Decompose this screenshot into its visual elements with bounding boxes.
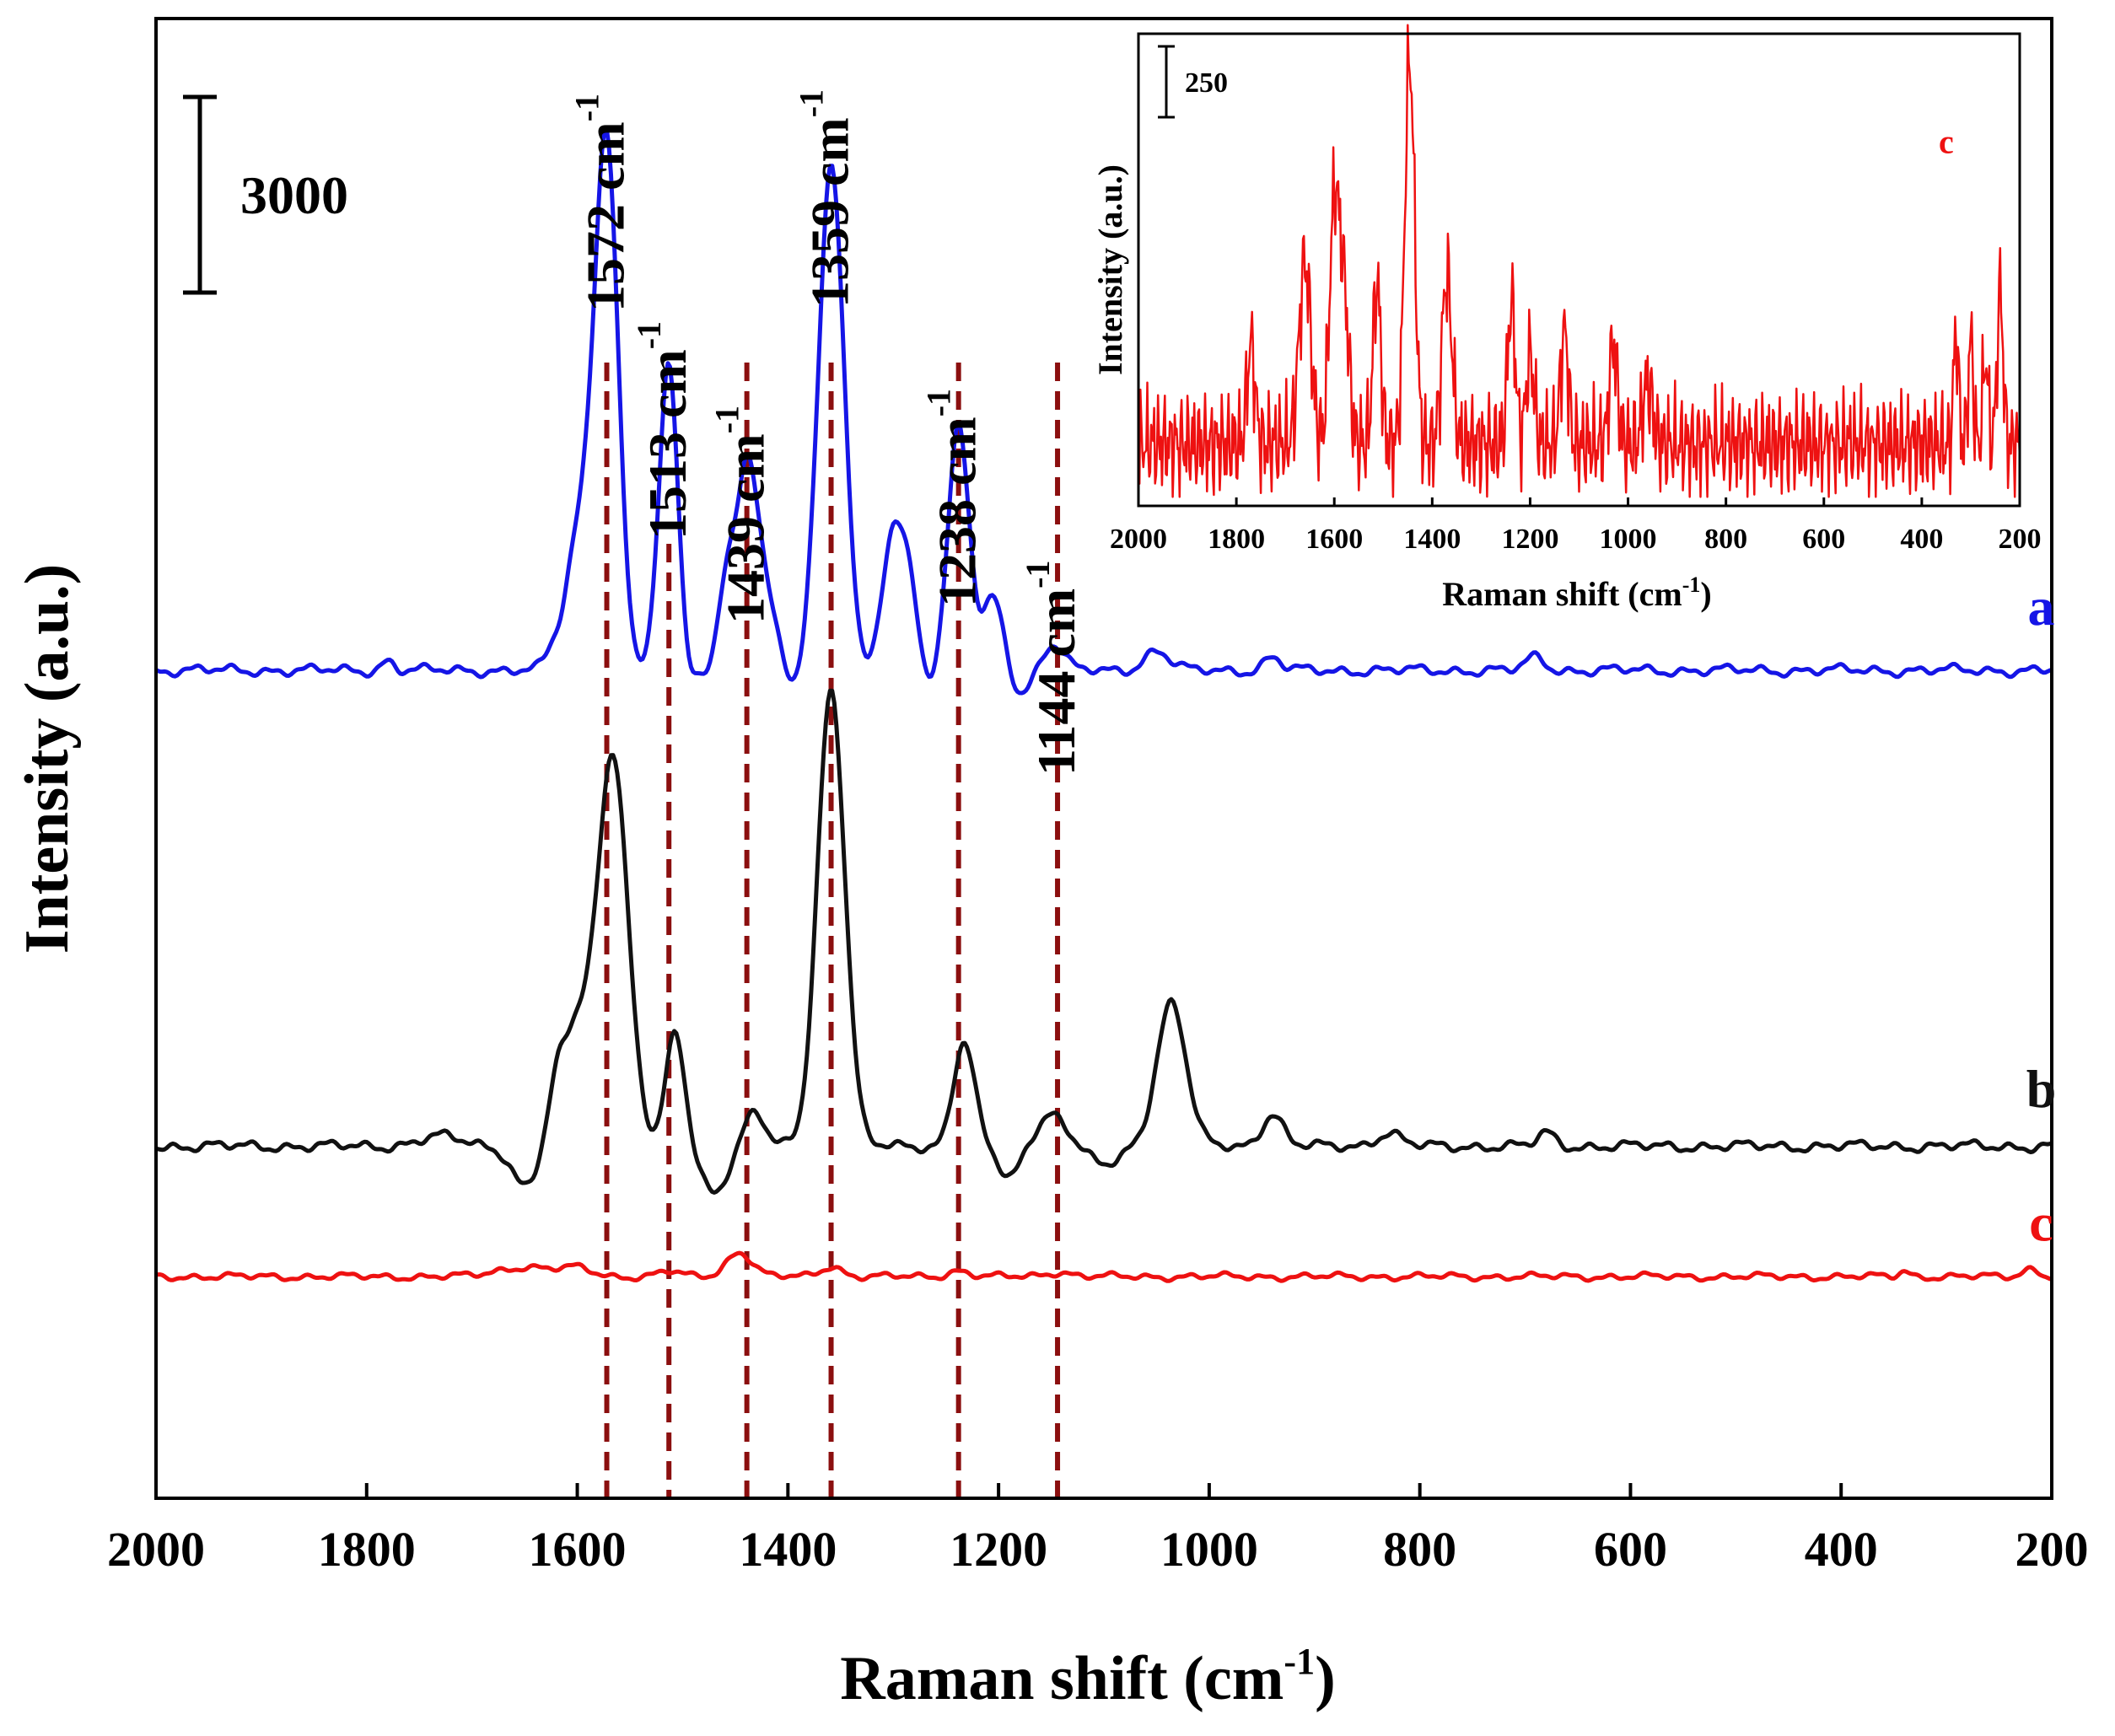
series-c-label: c <box>2029 1193 2053 1253</box>
inset-x-tick-label-1800: 1800 <box>1208 524 1265 555</box>
inset-x-tick-label-1200: 1200 <box>1501 524 1558 555</box>
peak-label-1439: 1439 cm-1 <box>708 406 776 624</box>
inset-x-tick-label-600: 600 <box>1802 524 1845 555</box>
inset-series-group <box>1137 24 2021 498</box>
series-b-label: b <box>2026 1059 2057 1119</box>
x-tick-label-1600: 1600 <box>529 1522 627 1577</box>
peak-label-1513: 1513 cm-1 <box>630 321 697 540</box>
inset-x-tick-label-200: 200 <box>1999 524 2042 555</box>
inset-x-ticks: 2000 1800 1600 1400 1200 1000 800 600 400 200 <box>1110 497 2042 555</box>
series-a-line <box>154 127 2053 696</box>
main-scale-bar: 3000 <box>183 94 348 295</box>
inset-x-axis-title: Raman shift (cm-1) <box>1442 572 1711 613</box>
inset-x-tick-label-1400: 1400 <box>1403 524 1461 555</box>
inset-y-axis-title: Intensity (a.u.) <box>1091 164 1129 375</box>
inset-x-tick-label-2000: 2000 <box>1110 524 1167 555</box>
series-c-line <box>155 1250 2053 1283</box>
x-tick-label-1400: 1400 <box>739 1522 837 1577</box>
x-tick-label-1200: 1200 <box>950 1522 1047 1577</box>
x-tick-label-2000: 2000 <box>107 1522 205 1577</box>
x-tick-label-1000: 1000 <box>1160 1522 1258 1577</box>
main-x-axis-title: Raman shift (cm-1) <box>840 1641 1335 1713</box>
inset-x-tick-label-1600: 1600 <box>1305 524 1363 555</box>
main-series-group <box>154 127 2053 1283</box>
inset-plot: 2000 1800 1600 1400 1200 1000 800 600 400 200 c 2… <box>1091 24 2042 613</box>
x-tick-label-400: 400 <box>1805 1522 1878 1577</box>
inset-x-tick-label-1000: 1000 <box>1600 524 1657 555</box>
inset-plot-frame <box>1137 32 2021 508</box>
main-series-labels: a b c <box>2026 577 2057 1253</box>
x-tick-label-1800: 1800 <box>318 1522 416 1577</box>
main-plot-frame <box>154 17 2053 1500</box>
series-b-line <box>156 688 2053 1195</box>
inset-series-c-line <box>1137 24 2021 498</box>
peak-label-1572: 1572 cm-1 <box>568 94 636 312</box>
series-a-label: a <box>2028 577 2055 637</box>
inset-series-labels: c <box>1939 122 1954 160</box>
scale-bar-label: 3000 <box>240 165 348 225</box>
main-y-axis-title: Intensity (a.u.) <box>13 564 82 954</box>
peak-label-1144: 1144 cm-1 <box>1019 560 1086 776</box>
peak-label-1238: 1238 cm-1 <box>920 389 988 607</box>
x-tick-label-800: 800 <box>1383 1522 1456 1577</box>
inset-scale-bar-label: 250 <box>1185 67 1228 99</box>
x-tick-label-600: 600 <box>1594 1522 1667 1577</box>
peak-marker-lines <box>604 363 1061 1497</box>
x-tick-label-200: 200 <box>2015 1522 2089 1577</box>
main-plot: 2000 1800 1600 1400 1200 1000 800 600 400 200 a b c… <box>13 17 2089 1713</box>
inset-scale-bar: 250 <box>1158 45 1228 119</box>
inset-series-c-label: c <box>1939 122 1954 160</box>
peak-label-1359: 1359 cm-1 <box>793 89 860 308</box>
inset-x-tick-label-800: 800 <box>1704 524 1747 555</box>
main-x-ticks: 2000 1800 1600 1400 1200 1000 800 600 400 200 <box>107 1483 2089 1577</box>
inset-x-tick-label-400: 400 <box>1900 524 1943 555</box>
